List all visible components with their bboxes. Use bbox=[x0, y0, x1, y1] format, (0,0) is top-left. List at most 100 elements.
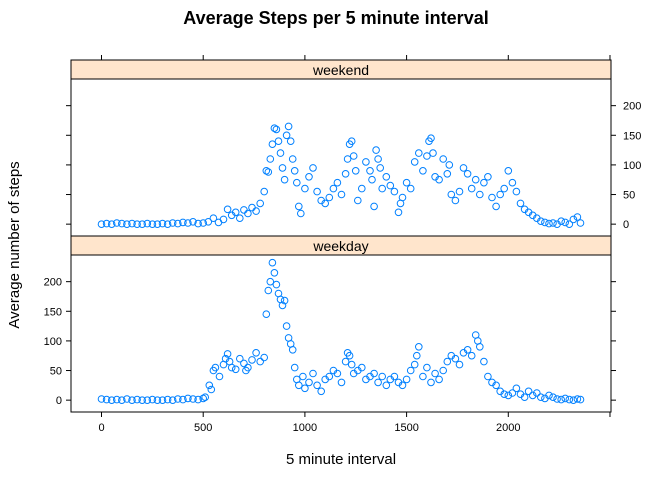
point-weekend bbox=[390, 187, 399, 196]
point-weekend bbox=[541, 218, 549, 227]
point-weekend bbox=[512, 187, 521, 196]
point-weekend bbox=[174, 219, 182, 228]
point-weekend bbox=[561, 218, 570, 227]
point-weekday bbox=[325, 372, 334, 381]
point-weekend bbox=[480, 178, 488, 187]
point-weekday bbox=[484, 372, 492, 381]
point-weekday bbox=[270, 269, 279, 277]
point-weekend bbox=[398, 193, 407, 202]
point-weekday bbox=[207, 385, 216, 394]
panel-weekend-frame bbox=[70, 78, 612, 237]
point-weekend bbox=[443, 170, 452, 178]
point-weekend bbox=[374, 155, 382, 163]
point-weekend bbox=[199, 219, 207, 227]
point-weekend bbox=[204, 218, 213, 226]
point-weekend bbox=[262, 167, 271, 175]
point-weekend bbox=[451, 196, 460, 205]
point-weekend bbox=[463, 170, 472, 178]
point-weekday bbox=[295, 381, 303, 390]
point-weekend bbox=[337, 190, 346, 199]
point-weekend bbox=[549, 219, 557, 227]
y-tick-label-weekend: 200 bbox=[623, 101, 641, 113]
point-weekday bbox=[347, 360, 356, 369]
point-weekday bbox=[280, 296, 289, 305]
point-weekday bbox=[236, 354, 244, 363]
point-weekday bbox=[240, 359, 248, 368]
point-weekday bbox=[508, 389, 517, 397]
point-weekend bbox=[569, 215, 578, 224]
point-weekend bbox=[286, 137, 295, 145]
point-weekday bbox=[248, 356, 256, 364]
point-weekday bbox=[194, 395, 202, 404]
point-weekend bbox=[445, 161, 454, 169]
point-weekday bbox=[553, 395, 561, 403]
point-weekday bbox=[480, 357, 488, 366]
point-weekday bbox=[260, 353, 269, 362]
point-weekday bbox=[402, 375, 411, 384]
point-weekend bbox=[128, 219, 136, 228]
point-weekday bbox=[537, 393, 545, 402]
point-weekend bbox=[138, 220, 146, 228]
point-weekday bbox=[288, 346, 297, 354]
point-weekday bbox=[435, 375, 443, 384]
point-weekend bbox=[476, 190, 484, 199]
point-weekend bbox=[343, 155, 352, 163]
point-weekday bbox=[174, 395, 182, 403]
y-tick-label-weekend: 150 bbox=[623, 130, 641, 142]
point-weekend bbox=[537, 217, 545, 225]
point-weekday bbox=[439, 366, 448, 375]
point-weekend bbox=[301, 184, 309, 193]
point-weekend bbox=[313, 187, 321, 196]
point-weekend bbox=[419, 167, 427, 175]
point-weekend bbox=[565, 220, 574, 228]
x-tick-label: 1500 bbox=[394, 422, 418, 434]
point-weekend bbox=[113, 219, 121, 227]
point-weekday bbox=[512, 384, 521, 393]
point-weekday bbox=[431, 369, 439, 378]
point-weekday bbox=[313, 381, 321, 390]
point-weekend bbox=[184, 219, 192, 227]
point-weekend bbox=[297, 209, 305, 218]
point-weekend bbox=[252, 207, 260, 215]
point-weekday bbox=[163, 395, 172, 404]
point-weekend bbox=[354, 196, 362, 205]
point-weekday bbox=[573, 395, 582, 403]
y-tick-label-weekday: 0 bbox=[56, 395, 62, 407]
point-weekend bbox=[455, 187, 464, 196]
point-weekend bbox=[415, 149, 423, 157]
point-weekend bbox=[260, 187, 269, 196]
point-weekend bbox=[447, 190, 456, 199]
point-weekend bbox=[467, 184, 476, 193]
point-weekday bbox=[410, 360, 419, 369]
point-weekend bbox=[402, 178, 411, 187]
point-weekday bbox=[423, 363, 431, 372]
point-weekday bbox=[549, 393, 557, 402]
point-weekend bbox=[372, 146, 380, 154]
point-weekday bbox=[382, 381, 391, 390]
point-weekday bbox=[413, 351, 421, 360]
x-tick-label: 2000 bbox=[496, 422, 520, 434]
point-weekend bbox=[158, 219, 167, 228]
point-weekday bbox=[223, 350, 232, 358]
point-weekend bbox=[394, 208, 403, 217]
x-tick-label: 1000 bbox=[293, 422, 317, 434]
point-weekday bbox=[451, 354, 460, 363]
point-weekday bbox=[256, 357, 265, 366]
point-weekday bbox=[492, 381, 500, 390]
point-weekday bbox=[148, 395, 157, 404]
point-weekday bbox=[317, 387, 326, 396]
y-tick-label-weekend: 50 bbox=[623, 190, 635, 202]
point-weekend bbox=[341, 170, 350, 178]
point-weekday bbox=[504, 391, 513, 400]
point-weekday bbox=[557, 395, 566, 404]
point-weekend bbox=[423, 152, 431, 160]
point-weekend bbox=[382, 173, 391, 181]
point-weekend bbox=[240, 206, 248, 214]
point-weekday bbox=[113, 395, 121, 404]
point-weekend bbox=[459, 164, 468, 172]
point-weekend bbox=[179, 218, 187, 227]
point-weekday bbox=[455, 360, 464, 369]
point-weekend bbox=[209, 214, 218, 222]
point-weekend bbox=[270, 124, 279, 132]
